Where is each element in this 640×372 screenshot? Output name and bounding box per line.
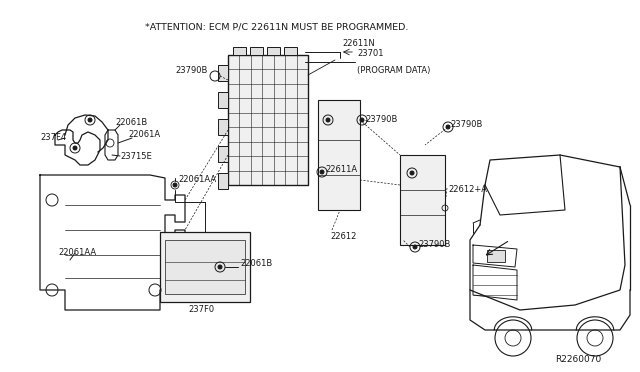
Text: 22061B: 22061B	[115, 118, 147, 127]
Text: *ATTENTION: ECM P/C 22611N MUST BE PROGRAMMED.: *ATTENTION: ECM P/C 22611N MUST BE PROGR…	[145, 22, 408, 31]
Text: 23790B: 23790B	[365, 115, 397, 124]
Bar	[165, 240, 245, 294]
Bar	[218, 65, 228, 81]
Bar	[218, 173, 228, 189]
Bar	[228, 55, 308, 185]
Bar	[267, 47, 280, 55]
Text: 22061AA: 22061AA	[58, 248, 96, 257]
Text: 23715E: 23715E	[120, 152, 152, 161]
Text: 237F4: 237F4	[40, 133, 66, 142]
Text: (PROGRAM DATA): (PROGRAM DATA)	[357, 66, 430, 75]
Text: 22061A: 22061A	[128, 130, 160, 139]
Text: 22061AA: 22061AA	[178, 175, 216, 184]
Text: 23790B: 23790B	[175, 66, 207, 75]
Bar	[400, 155, 445, 245]
Circle shape	[413, 245, 417, 249]
Circle shape	[73, 146, 77, 150]
Text: 22612+A: 22612+A	[448, 185, 487, 194]
Bar	[160, 232, 250, 302]
Text: 22061B: 22061B	[240, 260, 272, 269]
Bar	[318, 100, 360, 210]
Text: 22611A: 22611A	[325, 165, 357, 174]
Circle shape	[410, 171, 414, 175]
Circle shape	[360, 118, 364, 122]
Circle shape	[326, 118, 330, 122]
Circle shape	[446, 125, 450, 129]
Circle shape	[320, 170, 324, 174]
Bar	[250, 47, 263, 55]
Bar	[218, 146, 228, 162]
Text: 23701: 23701	[357, 49, 383, 58]
Circle shape	[173, 183, 177, 187]
Text: 22611N: 22611N	[342, 39, 375, 48]
Bar	[218, 92, 228, 108]
Text: 237F0: 237F0	[188, 305, 214, 314]
Text: 23790B: 23790B	[450, 120, 483, 129]
Bar	[218, 119, 228, 135]
Text: 23790B: 23790B	[418, 240, 451, 249]
Circle shape	[218, 265, 222, 269]
Bar	[487, 250, 505, 262]
Bar	[284, 47, 297, 55]
Circle shape	[88, 118, 92, 122]
Text: 22612: 22612	[330, 232, 356, 241]
Text: R2260070: R2260070	[555, 355, 601, 364]
Bar	[233, 47, 246, 55]
